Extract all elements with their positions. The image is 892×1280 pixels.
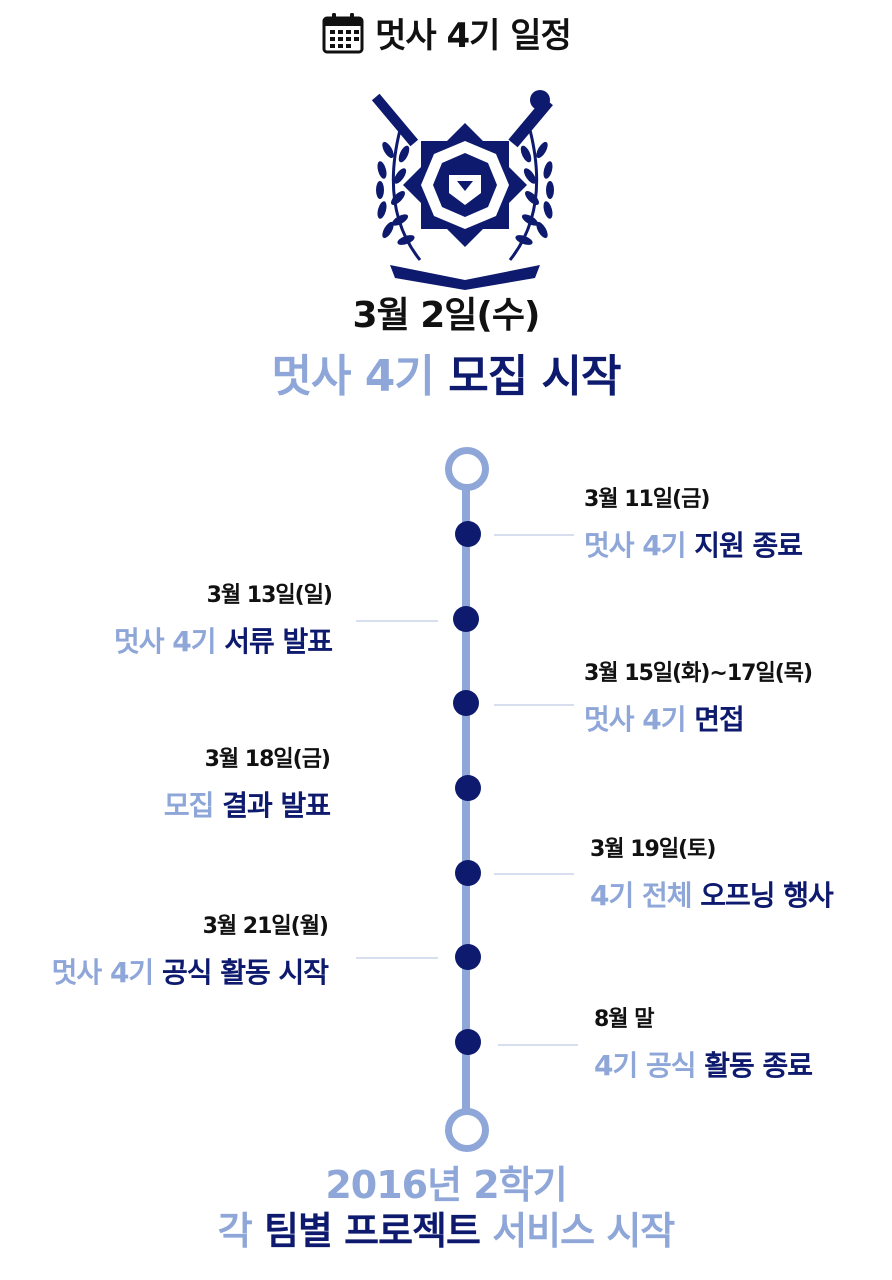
timeline-dot [455,1029,481,1055]
event-description: 멋사 4기 지원 종료 [584,529,803,562]
start-event-light: 멋사 4기 [271,351,435,402]
timeline-connector [356,957,438,959]
timeline-dot [455,860,481,886]
event-description: 4기 공식 활동 종료 [594,1049,813,1082]
event-date: 8월 말 [594,1007,654,1032]
event-date: 3월 11일(금) [584,487,710,512]
timeline-dot [453,606,479,632]
timeline-event: 3월 13일(일) 멋사 4기 서류 발표 [113,582,333,660]
timeline-event: 3월 11일(금) 멋사 4기 지원 종료 [584,486,803,564]
timeline-event: 3월 15일(화)~17일(목) 멋사 4기 면접 [584,660,813,738]
start-event-dark: 모집 시작 [448,351,621,402]
timeline-connector [494,873,574,875]
event-date: 3월 18일(금) [204,747,331,772]
timeline-dot [455,944,481,970]
timeline-connector [356,620,438,622]
footer-semester: 2016년 2학기 [325,1163,567,1207]
timeline-event: 3월 21일(월) 멋사 4기 공식 활동 시작 [51,913,329,991]
event-description: 멋사 4기 면접 [584,703,745,736]
start-event: 멋사 4기 모집 시작 [0,340,892,404]
calendar-icon [322,12,364,53]
timeline-end-ring [445,1108,489,1152]
timeline-dot [453,690,479,716]
timeline-event: 3월 19일(토) 4기 전체 오프닝 행사 [590,836,834,914]
timeline-dot [455,521,481,547]
footer: 2016년 2학기 각 팀별 프로젝트 서비스 시작 [0,1162,892,1254]
event-date: 3월 15일(화)~17일(목) [584,661,813,686]
event-description: 4기 전체 오프닝 행사 [590,879,834,912]
timeline-connector [498,1044,578,1046]
page-title: 멋사 4기 일정 [375,16,572,56]
timeline-event: 3월 18일(금) 모집 결과 발표 [163,746,331,824]
event-date: 3월 21일(월) [202,914,329,939]
start-date: 3월 2일(수) [352,295,541,336]
timeline-dot [455,775,481,801]
title-row: 멋사 4기 일정 [321,8,572,57]
event-date: 3월 13일(일) [206,583,333,608]
timeline-start-ring [445,447,489,491]
header: 멋사 4기 일정 [0,8,892,59]
event-date: 3월 19일(토) [590,837,716,862]
event-description: 멋사 4기 공식 활동 시작 [51,956,329,989]
event-description: 멋사 4기 서류 발표 [113,625,333,658]
university-lion-emblem [371,90,554,290]
timeline-event: 8월 말 4기 공식 활동 종료 [594,1006,813,1084]
timeline-connector [494,704,574,706]
footer-project-start: 각 팀별 프로젝트 서비스 시작 [217,1209,675,1253]
timeline-connector [494,534,574,536]
event-description: 모집 결과 발표 [163,789,331,822]
